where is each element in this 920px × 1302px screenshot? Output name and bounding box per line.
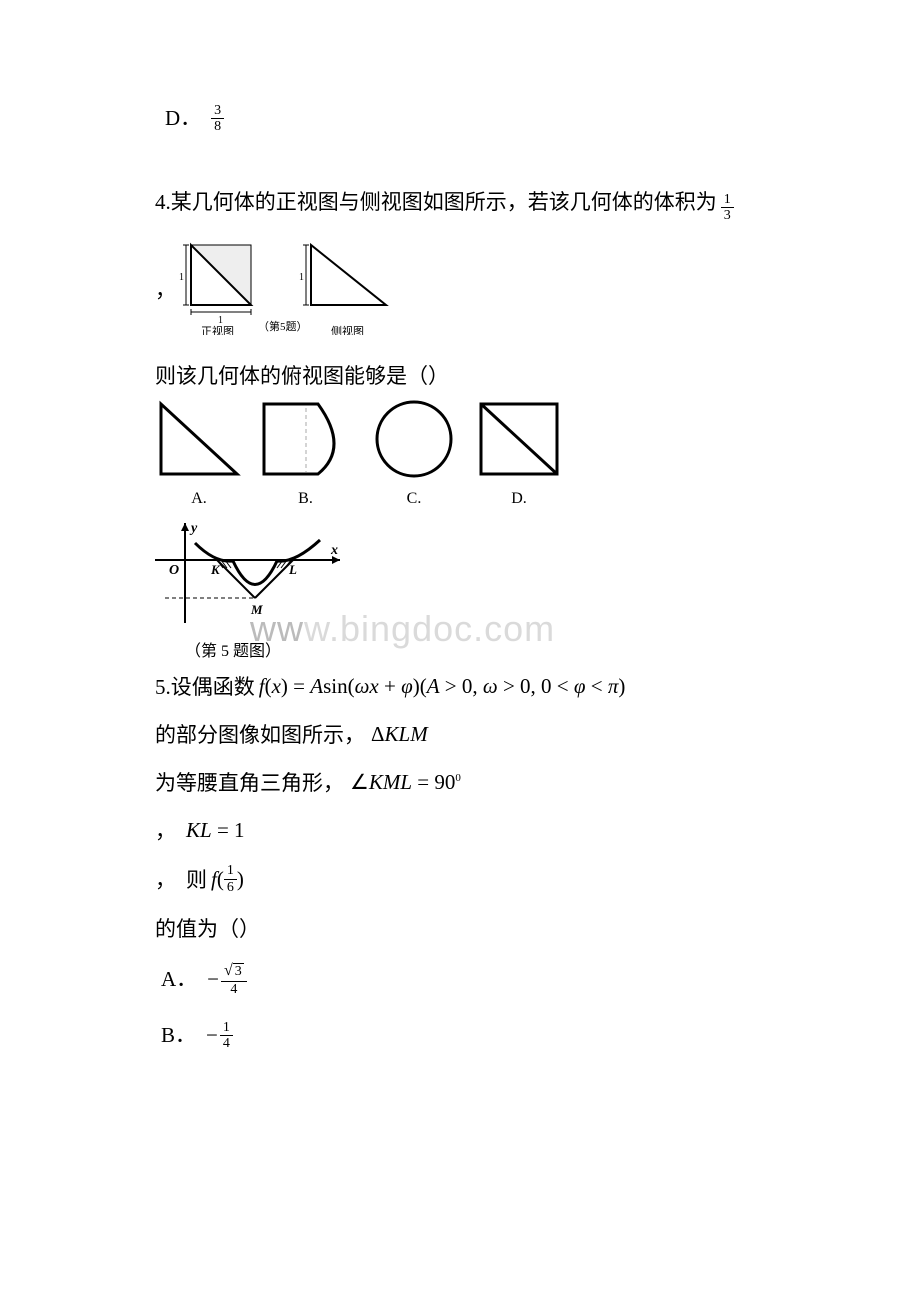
q5-line3-pre: 为等腰直角三角形， xyxy=(155,767,344,797)
q5-option-b: B． − 1 4 xyxy=(161,1017,765,1055)
q3-opt-d-frac: 3 8 xyxy=(211,103,224,135)
q5-opt-b-value: − 1 4 xyxy=(206,1017,233,1055)
q4-option-c: C. xyxy=(368,398,460,508)
opt-b-label: B. xyxy=(258,490,353,508)
q5-angle: ∠KML = 900 xyxy=(350,770,461,795)
q4-stem-line2: 则该几何体的俯视图能够是（） xyxy=(155,360,765,390)
opt-d-label: D. xyxy=(475,490,563,508)
q5-graph-figure: y x O K L M （第 5 题图） xyxy=(155,518,765,661)
q4-views-row: ， 1 1 正视图 （第5题） xyxy=(155,230,765,353)
page-content: D． 3 8 4.某几何体的正视图与侧视图如图所示，若该几何体的体积为 1 3 … xyxy=(0,0,920,1123)
q4-views-figure: 1 1 正视图 （第5题） 1 侧视图 xyxy=(176,240,396,348)
q4-option-b: B. xyxy=(258,398,353,508)
q5-f-expr: f(x) = Asin(ωx + φ)(A > 0, ω > 0, 0 < φ … xyxy=(259,674,626,699)
q5-line3: 为等腰直角三角形， ∠KML = 900 xyxy=(155,767,765,797)
views-svg: 1 1 正视图 （第5题） 1 侧视图 xyxy=(176,240,396,335)
q5-comma2: ， xyxy=(155,864,176,894)
svg-text:1: 1 xyxy=(179,272,184,283)
svg-text:y: y xyxy=(189,521,198,536)
svg-text:M: M xyxy=(250,602,263,617)
opt-b-svg xyxy=(258,398,353,480)
q4-option-d: D. xyxy=(475,398,563,508)
q4-option-a: A. xyxy=(155,398,243,508)
q5-line6: 的值为（） xyxy=(155,913,765,943)
q5-line1: 5.设偶函数 f(x) = Asin(ωx + φ)(A > 0, ω > 0,… xyxy=(155,671,765,701)
q5-opt-b-label: B． xyxy=(161,1017,196,1055)
q5-graph-caption: （第 5 题图） xyxy=(185,637,765,661)
svg-text:正视图: 正视图 xyxy=(201,324,234,335)
q4-comma: ， xyxy=(155,272,176,310)
q5-delta-klm: ΔKLM xyxy=(371,722,428,747)
q5-line4: ， KL = 1 xyxy=(155,815,765,845)
q3-opt-d-label: D． xyxy=(165,100,201,138)
q5-stem-prefix: 5.设偶函数 xyxy=(155,671,255,701)
opt-c-svg xyxy=(368,398,460,480)
svg-text:L: L xyxy=(288,562,297,577)
opt-a-label: A. xyxy=(155,490,243,508)
svg-text:O: O xyxy=(169,563,179,578)
svg-text:1: 1 xyxy=(218,315,223,326)
svg-text:x: x xyxy=(330,543,338,558)
svg-text:（第5题）: （第5题） xyxy=(258,319,308,333)
svg-text:K: K xyxy=(210,562,221,577)
opt-a-svg xyxy=(155,398,243,480)
q4-options-row: A. B. C. D. xyxy=(155,398,765,508)
q5-f-one-sixth: f( 1 6 ) xyxy=(211,863,244,895)
q5-opt-a-value: − √3 4 xyxy=(207,961,247,999)
opt-c-label: C. xyxy=(368,490,460,508)
q5-comma1: ， xyxy=(155,815,176,845)
q5-graph-svg: y x O K L M xyxy=(155,518,350,628)
q5-kl-expr: KL = 1 xyxy=(186,818,245,843)
q5-then: 则 xyxy=(186,864,207,894)
q5-line2: 的部分图像如图所示， ΔKLM xyxy=(155,719,765,749)
q4-stem-prefix: 4.某几何体的正视图与侧视图如图所示，若该几何体的体积为 xyxy=(155,186,717,216)
q4-volume-frac: 1 3 xyxy=(721,192,734,224)
svg-text:1: 1 xyxy=(299,272,304,283)
q4-stem-line1: 4.某几何体的正视图与侧视图如图所示，若该几何体的体积为 1 3 xyxy=(155,186,765,230)
q3-option-d: D． 3 8 xyxy=(165,100,765,138)
q5-line5: ， 则 f( 1 6 ) xyxy=(155,863,765,895)
opt-d-svg xyxy=(475,398,563,480)
svg-text:侧视图: 侧视图 xyxy=(331,324,364,335)
q5-option-a: A． − √3 4 xyxy=(161,961,765,999)
q5-line2-text: 的部分图像如图所示， xyxy=(155,719,365,749)
q5-opt-a-label: A． xyxy=(161,961,197,999)
